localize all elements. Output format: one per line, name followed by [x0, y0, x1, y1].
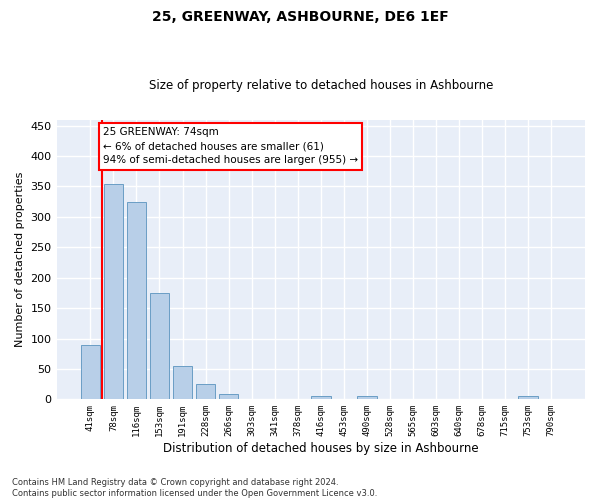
Text: 25, GREENWAY, ASHBOURNE, DE6 1EF: 25, GREENWAY, ASHBOURNE, DE6 1EF: [152, 10, 448, 24]
Text: 25 GREENWAY: 74sqm
← 6% of detached houses are smaller (61)
94% of semi-detached: 25 GREENWAY: 74sqm ← 6% of detached hous…: [103, 128, 358, 166]
Text: Contains HM Land Registry data © Crown copyright and database right 2024.
Contai: Contains HM Land Registry data © Crown c…: [12, 478, 377, 498]
Bar: [80, 345, 100, 400]
X-axis label: Distribution of detached houses by size in Ashbourne: Distribution of detached houses by size …: [163, 442, 479, 455]
Bar: [357, 396, 377, 400]
Y-axis label: Number of detached properties: Number of detached properties: [15, 172, 25, 347]
Title: Size of property relative to detached houses in Ashbourne: Size of property relative to detached ho…: [149, 79, 493, 92]
Bar: [104, 184, 123, 400]
Bar: [173, 366, 193, 400]
Bar: [149, 293, 169, 400]
Bar: [311, 396, 331, 400]
Bar: [196, 384, 215, 400]
Bar: [127, 202, 146, 400]
Bar: [219, 394, 238, 400]
Bar: [518, 396, 538, 400]
